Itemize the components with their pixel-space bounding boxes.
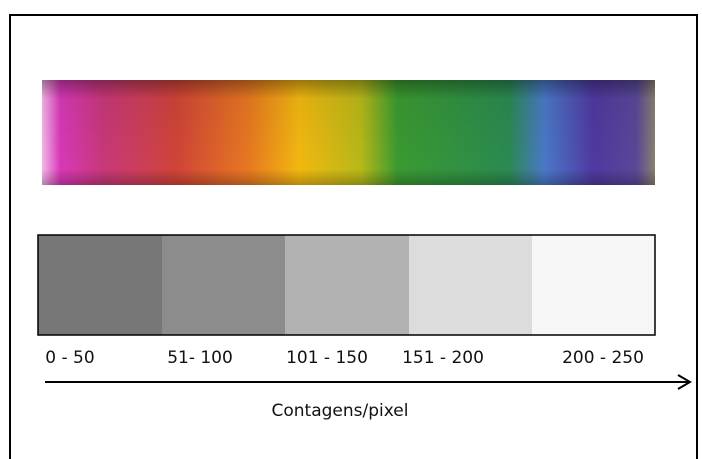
axis-label: Contagens/pixel <box>272 401 409 421</box>
range-label: 51- 100 <box>167 348 233 368</box>
range-labels: 0 - 50 51- 100 101 - 150 151 - 200 200 - 250 <box>45 348 644 368</box>
gray-box <box>285 235 409 335</box>
range-label: 101 - 150 <box>286 348 368 368</box>
spectrum-shade <box>42 80 655 185</box>
range-label: 151 - 200 <box>402 348 484 368</box>
gray-box <box>532 235 655 335</box>
gray-box <box>38 235 162 335</box>
gray-box <box>409 235 532 335</box>
gray-scale <box>38 235 655 335</box>
range-label: 200 - 250 <box>562 348 644 368</box>
gray-box <box>162 235 285 335</box>
figure: 0 - 50 51- 100 101 - 150 151 - 200 200 - 250… <box>0 0 702 459</box>
range-label: 0 - 50 <box>45 348 94 368</box>
